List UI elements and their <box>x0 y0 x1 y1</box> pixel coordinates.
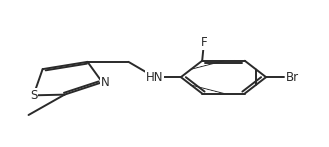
Text: Br: Br <box>286 71 299 84</box>
Text: N: N <box>100 76 109 89</box>
Text: HN: HN <box>146 71 164 84</box>
Text: S: S <box>30 89 37 102</box>
Text: F: F <box>200 36 207 49</box>
